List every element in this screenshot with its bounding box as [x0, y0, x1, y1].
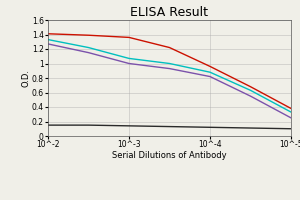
Antigen= 100ng: [168, 46, 171, 49]
Antigen= 100ng: [87, 34, 90, 36]
Line: Antigen= 50ng: Antigen= 50ng: [48, 40, 291, 112]
Title: ELISA Result: ELISA Result: [130, 6, 208, 19]
Control Antigen = 100ng: [127, 125, 131, 127]
Antigen= 50ng: [127, 57, 131, 60]
Control Antigen = 100ng: [87, 124, 90, 126]
Line: Antigen= 100ng: Antigen= 100ng: [48, 34, 291, 108]
Antigen= 100ng: [249, 86, 252, 88]
Antigen= 10ng: [127, 62, 131, 65]
Control Antigen = 100ng: [249, 127, 252, 129]
Control Antigen = 100ng: [168, 125, 171, 128]
Line: Antigen= 10ng: Antigen= 10ng: [48, 44, 291, 118]
Antigen= 50ng: [289, 111, 293, 113]
Line: Control Antigen = 100ng: Control Antigen = 100ng: [48, 125, 291, 129]
Antigen= 100ng: [46, 33, 50, 35]
Y-axis label: O.D.: O.D.: [21, 69, 30, 87]
Antigen= 10ng: [46, 43, 50, 45]
Antigen= 100ng: [127, 36, 131, 39]
Antigen= 10ng: [208, 75, 212, 78]
Antigen= 10ng: [168, 67, 171, 70]
Antigen= 50ng: [208, 71, 212, 73]
X-axis label: Serial Dilutions of Antibody: Serial Dilutions of Antibody: [112, 151, 227, 160]
Control Antigen = 100ng: [208, 126, 212, 129]
Antigen= 100ng: [289, 107, 293, 110]
Control Antigen = 100ng: [46, 124, 50, 126]
Antigen= 10ng: [87, 51, 90, 54]
Antigen= 10ng: [289, 117, 293, 119]
Antigen= 50ng: [249, 89, 252, 92]
Antigen= 10ng: [249, 95, 252, 97]
Antigen= 100ng: [208, 65, 212, 68]
Control Antigen = 100ng: [289, 128, 293, 130]
Antigen= 50ng: [46, 38, 50, 41]
Antigen= 50ng: [87, 46, 90, 49]
Antigen= 50ng: [168, 62, 171, 65]
